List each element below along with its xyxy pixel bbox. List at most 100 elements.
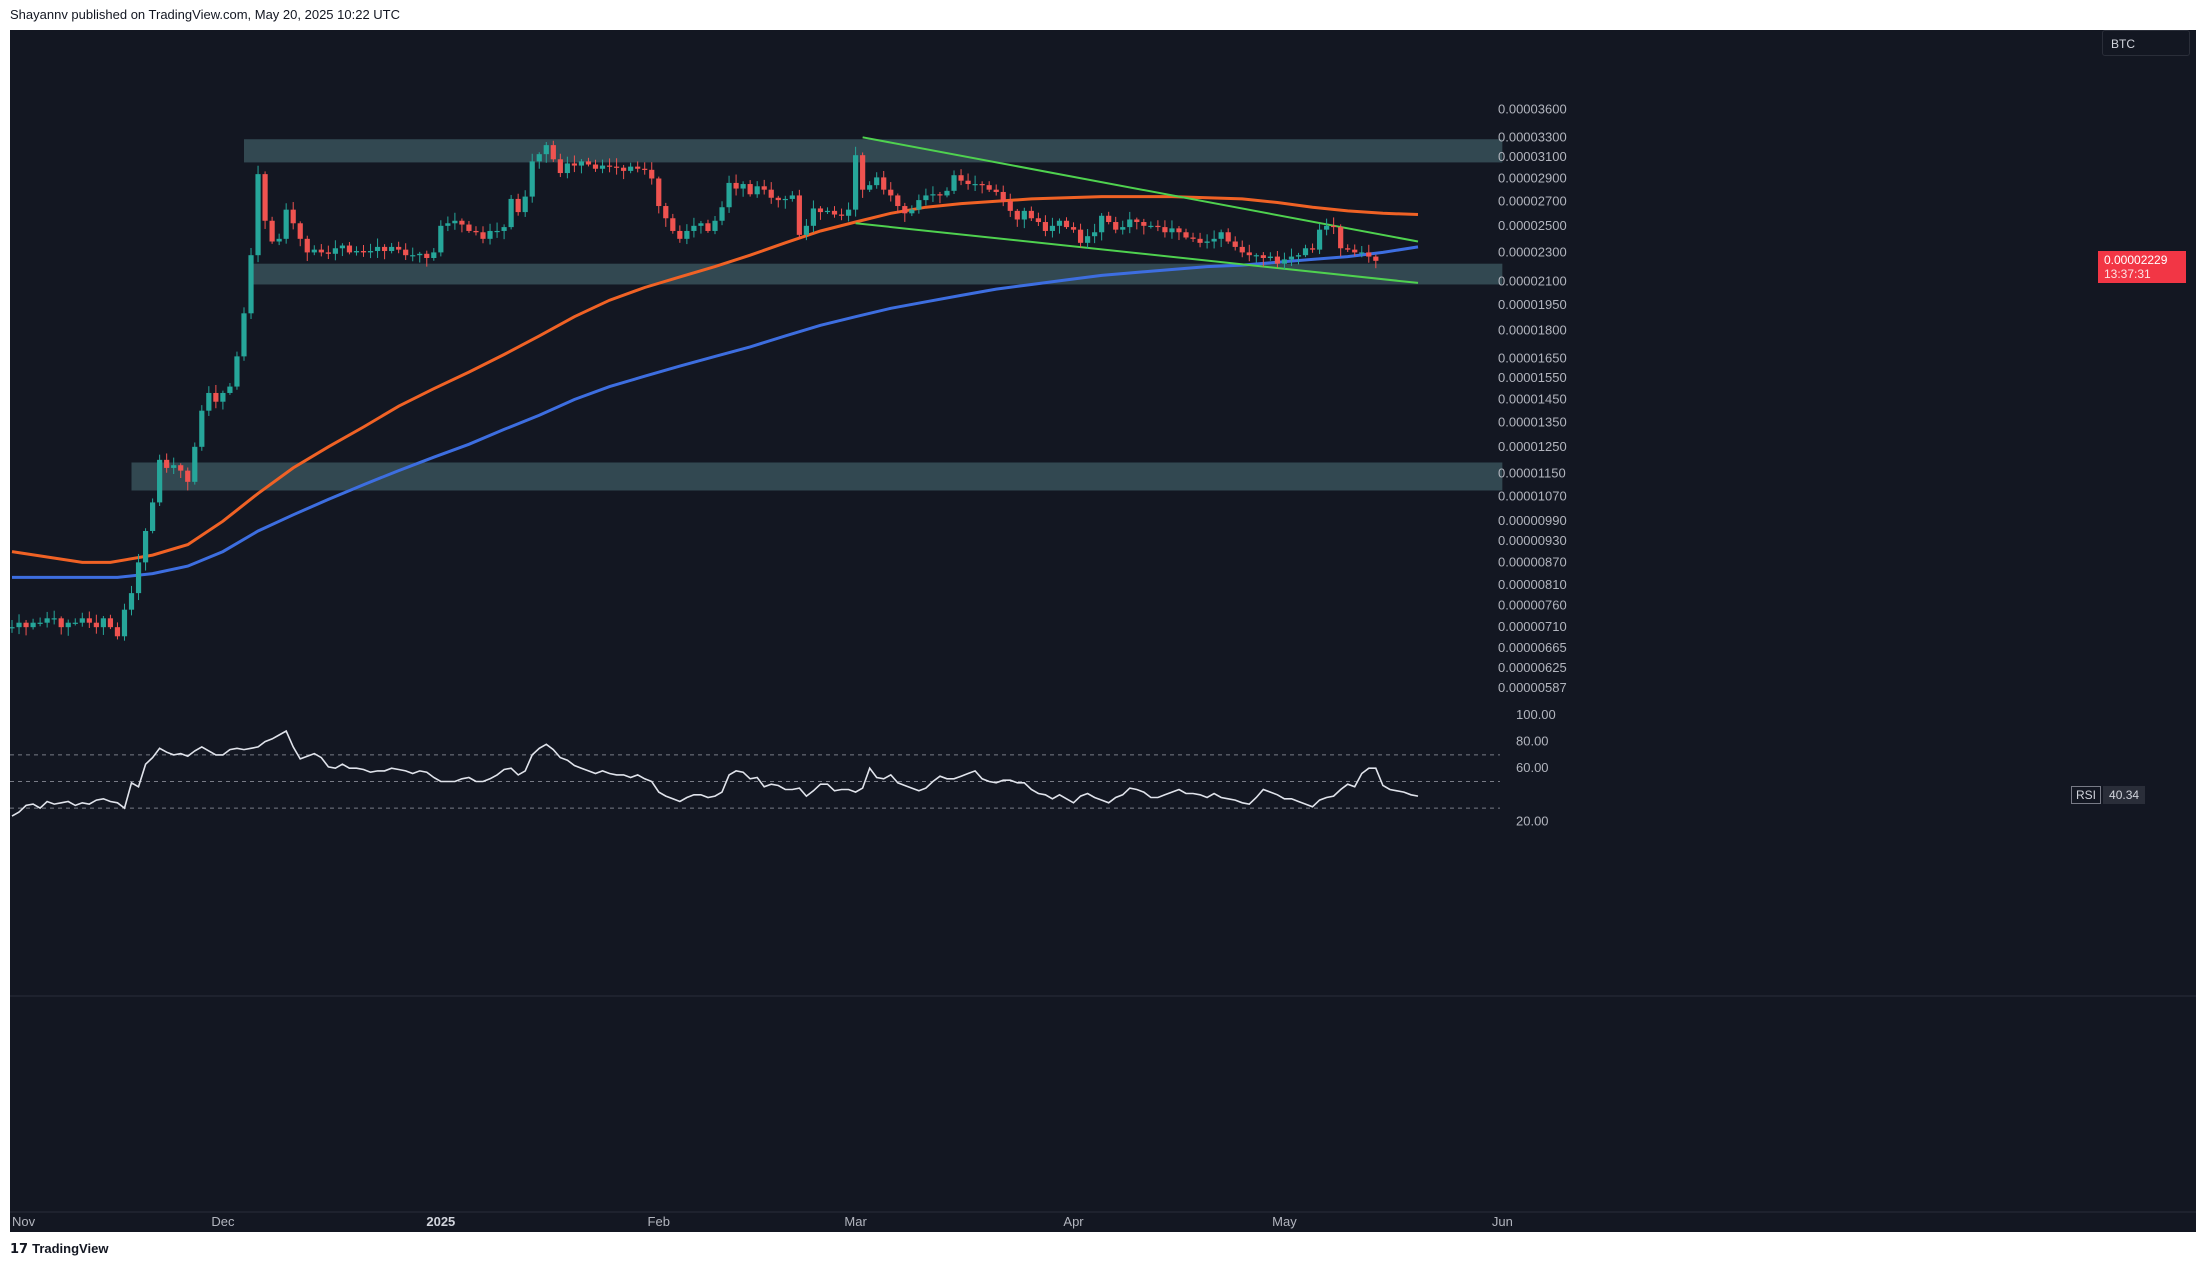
chart-svg[interactable]: 0.00003600 0.00003300 0.00003100 0.00002900… bbox=[10, 30, 2196, 1232]
candle[interactable] bbox=[986, 181, 992, 193]
candle[interactable] bbox=[831, 206, 838, 218]
wedge-upper-line[interactable] bbox=[862, 136, 1419, 243]
candle[interactable] bbox=[213, 384, 219, 409]
candle[interactable] bbox=[487, 223, 493, 245]
candle[interactable] bbox=[339, 243, 346, 257]
candle[interactable] bbox=[705, 219, 711, 233]
candle[interactable] bbox=[747, 180, 753, 197]
candle[interactable] bbox=[16, 614, 22, 635]
candle[interactable] bbox=[283, 203, 289, 244]
candle[interactable] bbox=[810, 200, 817, 233]
candle[interactable] bbox=[1077, 223, 1084, 248]
candle[interactable] bbox=[845, 202, 852, 222]
candle[interactable] bbox=[276, 233, 282, 246]
candle[interactable] bbox=[1183, 228, 1189, 240]
candle[interactable] bbox=[937, 191, 943, 204]
candle[interactable] bbox=[114, 622, 121, 640]
candle[interactable] bbox=[656, 176, 662, 214]
candle[interactable] bbox=[311, 245, 317, 256]
candle[interactable] bbox=[698, 220, 704, 234]
candle[interactable] bbox=[663, 202, 669, 227]
candle[interactable] bbox=[1225, 228, 1231, 244]
candle[interactable] bbox=[1302, 244, 1309, 258]
candle[interactable] bbox=[1366, 244, 1372, 263]
candle[interactable] bbox=[726, 175, 732, 213]
candle[interactable] bbox=[1267, 252, 1273, 261]
candle[interactable] bbox=[100, 615, 106, 635]
candle[interactable] bbox=[10, 619, 15, 633]
candle[interactable] bbox=[613, 158, 620, 175]
candle[interactable] bbox=[965, 173, 971, 190]
candle[interactable] bbox=[1084, 228, 1091, 249]
candle[interactable] bbox=[1007, 193, 1013, 217]
candle[interactable] bbox=[972, 175, 978, 191]
candle[interactable] bbox=[65, 619, 71, 636]
candle[interactable] bbox=[1120, 220, 1126, 235]
candle[interactable] bbox=[389, 242, 395, 254]
candle[interactable] bbox=[367, 243, 374, 259]
candle[interactable] bbox=[1239, 240, 1245, 258]
candle[interactable] bbox=[508, 194, 514, 230]
candle[interactable] bbox=[670, 213, 676, 234]
candle[interactable] bbox=[649, 162, 655, 185]
candle[interactable] bbox=[199, 405, 205, 451]
candle[interactable] bbox=[438, 220, 444, 257]
candle[interactable] bbox=[157, 454, 163, 506]
candle[interactable] bbox=[838, 208, 845, 221]
candle[interactable] bbox=[585, 157, 592, 167]
candle[interactable] bbox=[550, 140, 556, 163]
time-axis[interactable]: Nov Dec 2025 Feb Mar Apr May Jun bbox=[12, 1214, 1513, 1229]
candle[interactable] bbox=[1338, 224, 1344, 257]
candle[interactable] bbox=[262, 171, 268, 229]
candle[interactable] bbox=[241, 307, 247, 361]
candle[interactable] bbox=[1127, 211, 1133, 234]
candle[interactable] bbox=[536, 152, 542, 169]
candle[interactable] bbox=[1197, 232, 1203, 248]
candle[interactable] bbox=[1316, 223, 1323, 255]
candle[interactable] bbox=[171, 457, 177, 475]
candle[interactable] bbox=[1176, 226, 1182, 241]
candle[interactable] bbox=[1331, 217, 1337, 235]
candle[interactable] bbox=[346, 242, 353, 255]
candle[interactable] bbox=[445, 216, 451, 232]
candle[interactable] bbox=[501, 224, 507, 240]
candle[interactable] bbox=[902, 202, 908, 222]
candle[interactable] bbox=[1288, 248, 1295, 266]
candle[interactable] bbox=[635, 161, 641, 173]
candle[interactable] bbox=[860, 152, 866, 198]
candle[interactable] bbox=[1359, 246, 1365, 258]
candle[interactable] bbox=[1324, 218, 1330, 236]
candle[interactable] bbox=[1092, 223, 1098, 244]
candle[interactable] bbox=[867, 181, 873, 193]
candle[interactable] bbox=[578, 159, 585, 174]
candle[interactable] bbox=[332, 240, 338, 261]
candle[interactable] bbox=[374, 238, 381, 258]
candle[interactable] bbox=[1211, 230, 1217, 249]
candle[interactable] bbox=[1253, 253, 1259, 263]
candle[interactable] bbox=[761, 179, 767, 195]
candle[interactable] bbox=[1141, 218, 1147, 235]
candle[interactable] bbox=[1049, 217, 1056, 238]
candle[interactable] bbox=[185, 467, 191, 491]
candle[interactable] bbox=[86, 611, 92, 628]
candle[interactable] bbox=[178, 463, 184, 479]
candle[interactable] bbox=[895, 193, 901, 214]
chart-area[interactable]: 0.00003600 0.00003300 0.00003100 0.00002900… bbox=[10, 30, 2196, 1232]
candle[interactable] bbox=[93, 614, 99, 634]
tradingview-logo[interactable]: 17 TradingView bbox=[10, 1241, 108, 1257]
candle[interactable] bbox=[51, 610, 57, 625]
candle[interactable] bbox=[1373, 254, 1379, 269]
candle[interactable] bbox=[782, 195, 788, 209]
candle[interactable] bbox=[1155, 220, 1161, 232]
candle[interactable] bbox=[979, 181, 985, 194]
candle[interactable] bbox=[951, 170, 957, 194]
candle[interactable] bbox=[628, 162, 634, 174]
candle[interactable] bbox=[684, 224, 690, 245]
candle[interactable] bbox=[72, 618, 78, 626]
candle[interactable] bbox=[1148, 221, 1154, 229]
candle[interactable] bbox=[37, 617, 43, 627]
candle[interactable] bbox=[853, 146, 859, 217]
wedge-lower-line[interactable] bbox=[855, 222, 1419, 284]
candle[interactable] bbox=[23, 619, 29, 636]
candle[interactable] bbox=[381, 244, 388, 260]
